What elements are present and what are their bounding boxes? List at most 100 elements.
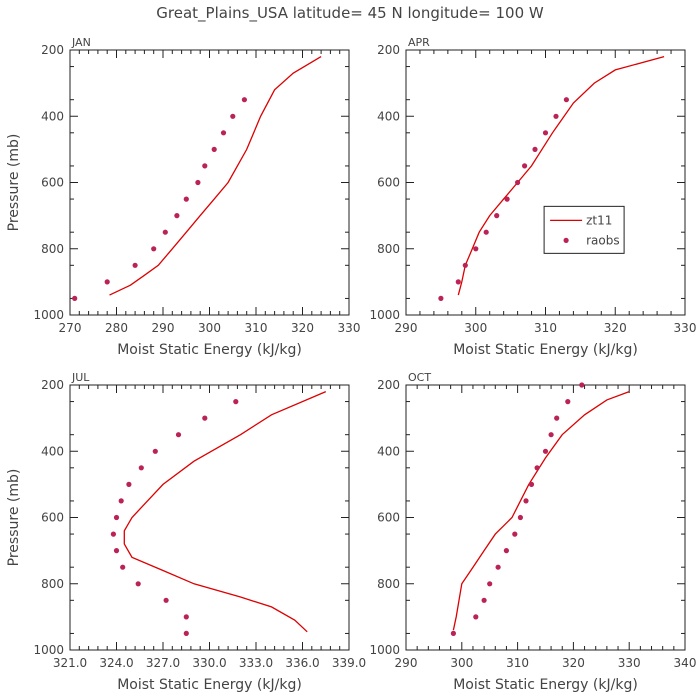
data-point-raobs	[241, 97, 247, 103]
x-tick-label: 320	[604, 321, 627, 335]
data-point-raobs	[512, 531, 518, 537]
x-tick-label: 330	[674, 321, 697, 335]
y-tick-label: 600	[377, 176, 400, 190]
panel-title: OCT	[408, 371, 431, 384]
legend-dot-swatch	[563, 237, 569, 243]
x-tick-label: 333.0	[239, 656, 273, 670]
panel-jul: JUL 321.0 324.0 327.0 330.0 333.0 336.0 339.0 20…	[6, 371, 366, 693]
data-point-raobs	[230, 113, 236, 119]
x-tick-label: 339.0	[332, 656, 366, 670]
y-tick-label: 800	[41, 242, 64, 256]
data-point-raobs	[473, 246, 479, 252]
x-tick-label: 327.0	[146, 656, 180, 670]
y-tick-label: 200	[377, 43, 400, 57]
data-point-raobs	[494, 213, 500, 219]
y-tick-label: 400	[41, 109, 64, 123]
x-tick-label: 300	[198, 321, 221, 335]
data-point-raobs	[579, 382, 585, 388]
y-tick-label: 800	[377, 577, 400, 591]
x-tick-label: 320	[562, 656, 585, 670]
data-point-raobs	[517, 514, 524, 521]
plot-frame	[405, 49, 686, 316]
data-point-raobs	[183, 196, 189, 202]
x-tick-label: 340	[674, 656, 697, 670]
data-point-raobs	[233, 399, 239, 405]
data-point-raobs	[135, 581, 141, 587]
data-point-raobs	[151, 246, 157, 252]
x-tick-label: 330	[618, 656, 641, 670]
data-point-raobs	[138, 465, 144, 471]
data-point-raobs	[504, 196, 510, 202]
data-point-raobs	[211, 146, 217, 152]
data-point-raobs	[534, 465, 540, 471]
data-point-raobs	[563, 97, 570, 103]
y-tick-label: 800	[41, 577, 64, 591]
data-point-raobs	[438, 295, 444, 301]
x-tick-label: 324.0	[99, 656, 133, 670]
y-tick-label: 600	[377, 511, 400, 525]
data-point-raobs	[118, 498, 124, 504]
x-tick-label: 270	[59, 321, 82, 335]
y-tick-label: 200	[41, 43, 64, 57]
data-point-raobs	[72, 295, 78, 301]
data-point-raobs	[183, 630, 189, 637]
legend-label-obs: raobs	[586, 233, 620, 247]
x-tick-label: 290	[152, 321, 175, 335]
data-point-raobs	[175, 432, 182, 438]
data-point-raobs	[481, 597, 487, 603]
x-axis-label: Moist Static Energy (kJ/kg)	[453, 342, 638, 358]
data-point-raobs	[110, 531, 116, 537]
panel-oct: OCT 290 300 310 320 330 340 200 400 600 800 1000 Moi…	[369, 371, 696, 693]
data-point-raobs	[195, 179, 201, 186]
data-point-raobs	[152, 448, 158, 454]
y-tick-label: 400	[377, 444, 400, 458]
series-line-zt11	[109, 56, 322, 296]
x-tick-label: 330.0	[192, 656, 226, 670]
x-tick-label: 330	[338, 321, 361, 335]
x-tick-label: 290	[395, 321, 418, 335]
legend-box	[543, 205, 625, 254]
data-point-raobs	[113, 514, 120, 521]
data-point-raobs	[163, 597, 169, 603]
data-point-raobs	[542, 448, 549, 454]
x-tick-label: 310	[534, 321, 557, 335]
y-tick-label: 1000	[33, 308, 64, 322]
panel-title: JAN	[71, 36, 91, 49]
data-point-raobs	[113, 548, 120, 554]
data-point-raobs	[565, 399, 571, 405]
data-point-raobs	[220, 130, 227, 136]
data-point-raobs	[455, 279, 461, 285]
data-point-raobs	[523, 498, 529, 504]
data-point-raobs	[202, 415, 208, 421]
data-point-raobs	[542, 130, 549, 136]
x-tick-label: 310	[245, 321, 268, 335]
y-tick-label: 1000	[369, 308, 400, 322]
data-point-raobs	[126, 481, 132, 487]
data-point-raobs	[522, 163, 528, 169]
data-point-raobs	[483, 229, 489, 235]
x-tick-label: 320	[291, 321, 314, 335]
y-tick-label: 400	[41, 444, 64, 458]
data-point-raobs	[132, 262, 138, 268]
data-point-raobs	[515, 179, 521, 186]
data-point-raobs	[532, 146, 538, 152]
data-point-raobs	[473, 614, 479, 620]
x-axis-label: Moist Static Energy (kJ/kg)	[117, 342, 302, 358]
series-line-zt11	[457, 55, 665, 296]
x-axis-label: Moist Static Energy (kJ/kg)	[453, 677, 638, 693]
y-tick-label: 800	[377, 242, 400, 256]
data-point-raobs	[202, 163, 208, 169]
y-axis-label: Pressure (mb)	[6, 134, 22, 232]
plot-frame	[69, 384, 350, 651]
y-tick-label: 400	[377, 109, 400, 123]
data-point-raobs	[554, 415, 560, 421]
data-point-raobs	[162, 229, 168, 235]
legend: zt11 raobs	[543, 205, 625, 254]
plot-frame	[69, 49, 350, 316]
x-tick-label: 300	[450, 656, 473, 670]
series-line-zt11	[452, 390, 630, 631]
y-tick-label: 1000	[33, 643, 64, 657]
data-point-raobs	[104, 279, 110, 285]
y-tick-label: 600	[41, 176, 64, 190]
